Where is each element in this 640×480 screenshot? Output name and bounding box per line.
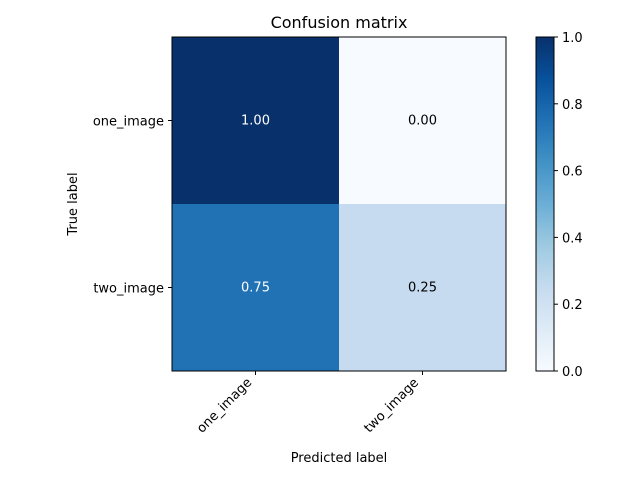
x-axis-label: Predicted label: [291, 451, 388, 466]
cell-value-label: 1.00: [241, 114, 270, 129]
chart-title: Confusion matrix: [271, 13, 408, 32]
heatmap-cell: [339, 37, 506, 204]
colorbar-tick-label: 0.8: [562, 98, 583, 113]
colorbar-tick-label: 0.6: [562, 165, 583, 180]
x-tick-label: one_image: [194, 375, 255, 436]
colorbar: [535, 36, 555, 372]
heatmap-cell-labels: 1.00 0.00 0.75 0.25: [241, 114, 437, 296]
cell-value-label: 0.00: [408, 114, 437, 129]
heatmap-cell: [339, 204, 506, 371]
colorbar-tick-label: 1.0: [562, 31, 583, 46]
cell-value-label: 0.75: [241, 281, 270, 296]
plot-frame: [171, 36, 507, 372]
colorbar-tick-label: 0.0: [562, 365, 583, 380]
colorbar-ticks: 0.0 0.2 0.4 0.6 0.8 1.0: [554, 31, 583, 380]
colorbar-tick-label: 0.2: [562, 298, 583, 313]
x-axis-ticks: one_image two_image: [194, 371, 423, 437]
colorbar-tick-label: 0.4: [562, 231, 583, 246]
y-axis-ticks: one_image two_image: [93, 115, 172, 297]
cell-value-label: 0.25: [408, 281, 437, 296]
y-tick-label: two_image: [93, 282, 164, 297]
y-tick-label: one_image: [93, 115, 164, 130]
y-axis-label: True label: [66, 172, 81, 236]
heatmap-cell: [172, 204, 339, 371]
heatmap-cell: [172, 37, 339, 204]
x-tick-label: two_image: [361, 376, 422, 437]
heatmap-cells: [172, 37, 506, 371]
